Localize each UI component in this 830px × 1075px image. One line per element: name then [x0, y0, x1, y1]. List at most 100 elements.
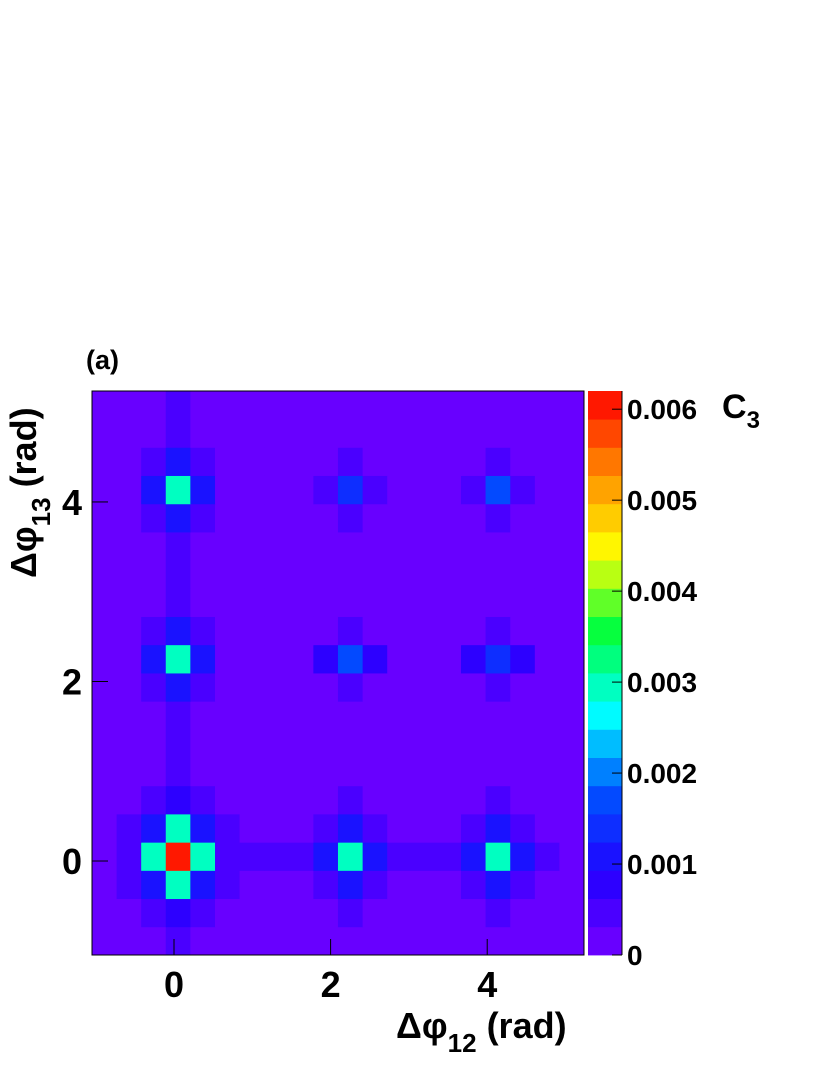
heat-cell — [534, 447, 560, 476]
heat-cell — [387, 729, 413, 759]
heat-cell — [288, 898, 314, 928]
heat-cell — [362, 475, 388, 505]
heat-cell — [116, 673, 142, 702]
heat-cell — [411, 673, 437, 702]
heat-cell — [534, 560, 560, 589]
z-tick-label: 0 — [627, 940, 643, 971]
heat-cell — [362, 870, 388, 900]
heat-cell — [141, 391, 167, 420]
heat-cell — [559, 842, 585, 871]
heat-cell — [534, 391, 560, 420]
heat-cell — [559, 419, 585, 448]
heat-cell — [239, 842, 265, 871]
heat-cell — [141, 813, 167, 843]
heat-cell — [190, 813, 216, 843]
heat-cell — [264, 729, 290, 759]
heat-cell — [264, 503, 290, 533]
heat-cell — [337, 729, 364, 759]
heat-cell — [92, 926, 117, 956]
heat-cell — [411, 532, 437, 561]
heat-cell — [239, 729, 265, 759]
heat-cell — [510, 560, 536, 589]
heat-cell — [141, 503, 167, 533]
heat-cell — [387, 616, 413, 646]
heat-cell — [436, 842, 462, 871]
heat-cell — [387, 560, 413, 589]
heat-cell — [215, 616, 241, 646]
heat-cell — [510, 419, 536, 448]
heat-cell — [288, 560, 314, 589]
heat-cell — [387, 701, 413, 730]
heat-cell — [510, 785, 536, 815]
heat-cell — [534, 673, 560, 702]
heat-cell — [362, 701, 388, 730]
heat-cell — [215, 419, 241, 448]
heat-cell — [92, 729, 117, 759]
heat-cell — [559, 673, 585, 702]
heat-cell — [288, 785, 314, 815]
z-axis-title: C3 — [722, 388, 760, 434]
heat-cell — [116, 419, 142, 448]
heat-cell — [436, 673, 462, 702]
colorbar-band — [588, 701, 622, 730]
heat-cell — [141, 447, 167, 476]
heat-cell — [313, 616, 339, 646]
heat-cell — [485, 673, 511, 702]
heat-cell — [215, 447, 241, 476]
heat-cell — [264, 588, 290, 617]
heat-cell — [116, 588, 142, 617]
heat-cell — [337, 644, 364, 674]
heat-cell — [239, 532, 265, 561]
colorbar-band — [588, 785, 622, 815]
heat-cell — [485, 729, 511, 759]
heat-cell — [485, 870, 511, 900]
heat-cell — [190, 701, 216, 730]
y-title-rest: (rad) — [3, 407, 44, 497]
heat-cell — [165, 729, 191, 759]
heat-cell — [239, 644, 265, 674]
heat-cell — [337, 560, 364, 589]
colorbar-band — [588, 616, 622, 646]
heat-cell — [141, 785, 167, 815]
heat-cell — [239, 757, 265, 787]
heat-cell — [190, 926, 216, 956]
heat-cell — [534, 729, 560, 759]
heat-cell — [165, 447, 191, 476]
heat-cell — [337, 842, 364, 871]
heat-cell — [387, 673, 413, 702]
heat-cell — [559, 898, 585, 928]
heat-cell — [460, 503, 486, 533]
y-tick-label: 2 — [62, 661, 82, 702]
heat-cell — [288, 503, 314, 533]
heat-cell — [559, 757, 585, 787]
heat-cell — [337, 391, 364, 420]
heat-cell — [239, 419, 265, 448]
heat-cell — [264, 475, 290, 505]
heat-cell — [264, 898, 290, 928]
heat-cell — [460, 475, 486, 505]
panel-label: (a) — [86, 345, 119, 375]
heat-cell — [559, 644, 585, 674]
heat-cell — [362, 503, 388, 533]
heat-cell — [362, 588, 388, 617]
colorbar-band — [588, 503, 622, 533]
heat-cell — [141, 898, 167, 928]
heat-cell — [387, 757, 413, 787]
colorbar-band — [588, 391, 622, 420]
z-tick-label: 0.005 — [627, 485, 697, 516]
heat-cell — [264, 560, 290, 589]
heat-cell — [411, 842, 437, 871]
heat-cell — [190, 785, 216, 815]
heat-cell — [411, 588, 437, 617]
heat-cell — [141, 616, 167, 646]
heat-cell — [387, 842, 413, 871]
heat-cell — [534, 785, 560, 815]
heat-cell — [313, 870, 339, 900]
heat-cell — [313, 532, 339, 561]
y-title-base: Δφ — [3, 526, 44, 578]
heat-cell — [165, 870, 191, 900]
heat-cell — [92, 616, 117, 646]
heat-cell — [165, 391, 191, 420]
heat-cell — [510, 391, 536, 420]
heat-cell — [165, 926, 191, 956]
